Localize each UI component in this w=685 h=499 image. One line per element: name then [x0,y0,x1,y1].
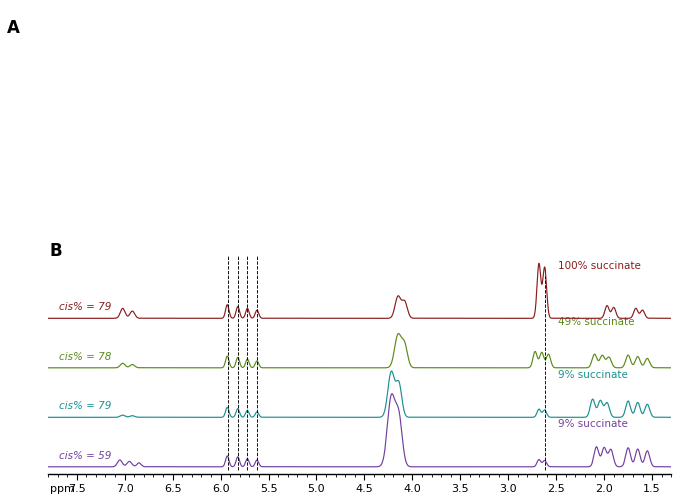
Text: 100% succinate: 100% succinate [558,261,641,271]
Text: A: A [7,19,20,37]
Text: 49% succinate: 49% succinate [558,317,634,327]
Text: cis% = 79: cis% = 79 [60,302,112,312]
Text: cis% = 79: cis% = 79 [60,401,112,412]
Text: 9% succinate: 9% succinate [558,419,628,429]
Text: B: B [50,242,62,259]
Text: cis% = 78: cis% = 78 [60,352,112,362]
Text: ppm: ppm [50,484,75,494]
Text: 9% succinate: 9% succinate [558,370,628,380]
Text: cis% = 59: cis% = 59 [60,451,112,461]
